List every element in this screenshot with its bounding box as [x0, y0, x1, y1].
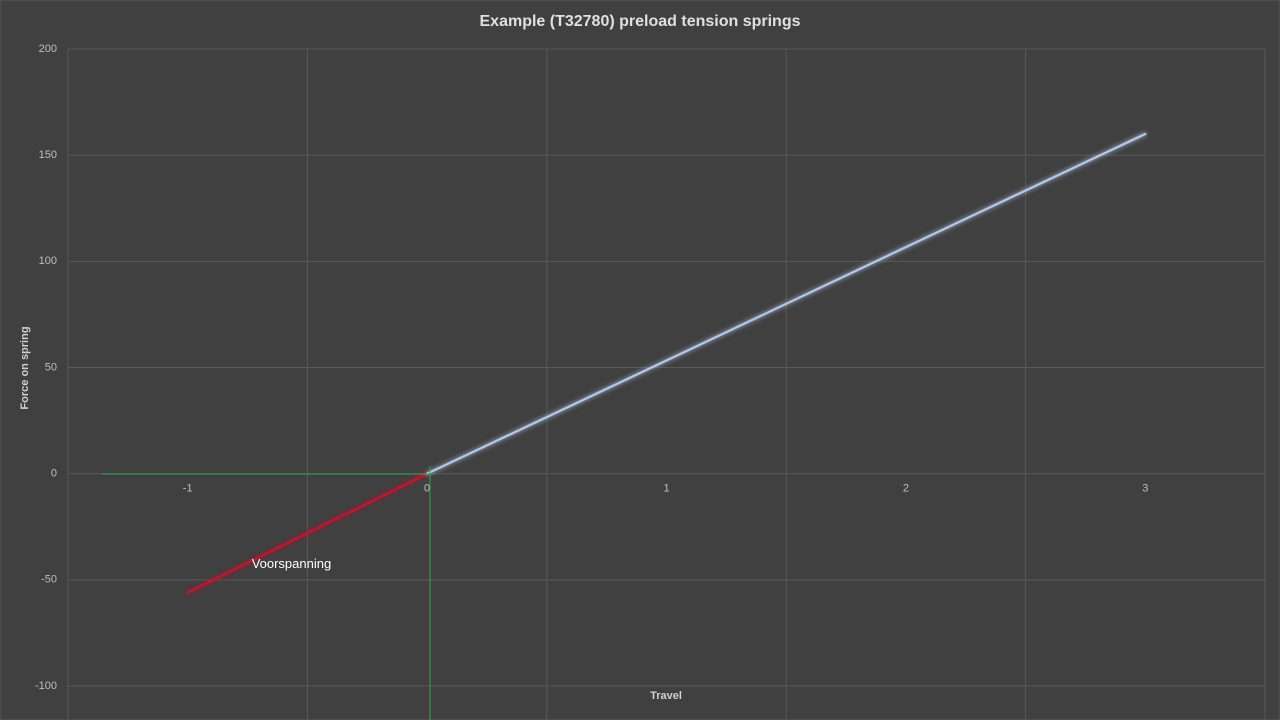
y-tick-label: 200: [39, 43, 57, 55]
x-tick-label: 0: [424, 483, 430, 495]
x-tick-label: 2: [903, 483, 909, 495]
y-tick-label: 150: [39, 149, 57, 161]
y-tick-label: 100: [39, 255, 57, 267]
y-tick-label: -100: [35, 680, 57, 692]
x-tick-label: 3: [1142, 483, 1148, 495]
y-tick-label: 50: [45, 361, 57, 373]
plot-area: Voorspanning: [186, 132, 1147, 594]
series-line: [425, 132, 1147, 475]
x-tick-label: 1: [663, 483, 669, 495]
x-axis-title: Travel: [650, 690, 682, 702]
y-tick-label: 0: [51, 468, 57, 480]
series-label: Voorspanning: [252, 556, 332, 571]
x-tick-label: -1: [183, 483, 193, 495]
y-axis-title: Force on spring: [19, 326, 31, 409]
y-tick-label: -50: [41, 574, 57, 586]
chart-title: Example (T32780) preload tension springs: [480, 13, 801, 30]
series-line: [186, 472, 429, 594]
